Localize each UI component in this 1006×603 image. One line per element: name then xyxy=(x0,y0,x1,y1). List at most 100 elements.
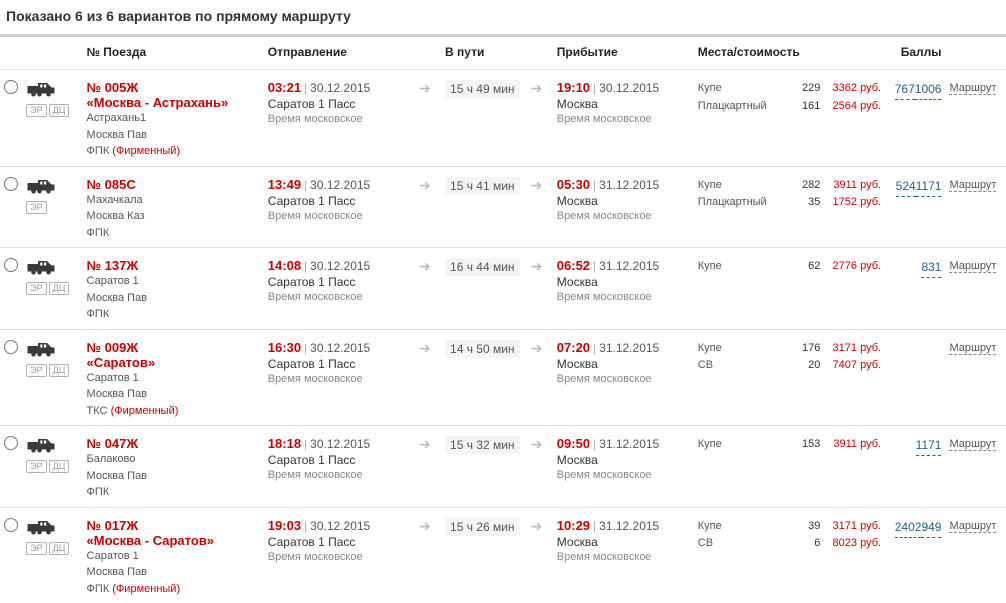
timezone-label: Время московское xyxy=(557,469,690,481)
carrier: ФПК xyxy=(87,484,260,501)
arrival-date: 31.12.2015 xyxy=(599,178,659,192)
bonus-points[interactable]: 2402 xyxy=(895,518,922,538)
route-link[interactable]: Маршрут xyxy=(949,342,996,355)
route-to: Москва Пав xyxy=(87,290,260,307)
route-link[interactable]: Маршрут xyxy=(949,520,996,533)
seat-count: 176 xyxy=(788,340,820,358)
timezone-label: Время московское xyxy=(268,113,411,125)
bonus-points[interactable]: 524 xyxy=(896,177,916,197)
train-row: ЭР ДЦ № 005Ж «Москва - Астрахань» Астрах… xyxy=(0,70,1006,167)
duration: 15 ч 41 мин xyxy=(445,177,520,195)
route-to: Москва Каз xyxy=(87,208,260,225)
train-icon xyxy=(26,340,78,361)
select-train-radio[interactable] xyxy=(4,258,18,272)
arrival-date: 31.12.2015 xyxy=(599,519,659,533)
timezone-label: Время московское xyxy=(268,551,411,563)
train-number[interactable]: № 005Ж xyxy=(87,80,260,95)
arrival-station: Москва xyxy=(557,275,690,289)
departure-time: 14:08 xyxy=(268,258,301,273)
departure-date: 30.12.2015 xyxy=(310,341,370,355)
bonus-points[interactable]: 1171 xyxy=(916,436,942,456)
departure-time: 18:18 xyxy=(268,436,301,451)
seat-count: 161 xyxy=(788,98,820,116)
departure-station: Саратов 1 Пасс xyxy=(268,453,411,467)
arrow-icon: ➔ xyxy=(531,340,543,356)
header-points: Баллы xyxy=(885,37,945,70)
seat-type: Купе xyxy=(698,80,788,98)
train-name: «Саратов» xyxy=(87,355,260,370)
bonus-points[interactable]: 1171 xyxy=(916,177,942,197)
seat-price: 8023 руб. xyxy=(821,535,881,553)
arrow-icon: ➔ xyxy=(419,436,431,452)
departure-date: 30.12.2015 xyxy=(310,437,370,451)
carrier: ФПК (Фирменный) xyxy=(87,143,260,160)
select-train-radio[interactable] xyxy=(4,518,18,532)
departure-date: 30.12.2015 xyxy=(310,178,370,192)
bonus-points[interactable]: 1006 xyxy=(915,80,942,100)
arrow-icon: ➔ xyxy=(419,340,431,356)
seat-price: 3171 руб. xyxy=(821,518,881,536)
train-row: ЭР № 085С Махачкала Москва Каз ФПК 13:49… xyxy=(0,166,1006,248)
seat-price: 3911 руб. xyxy=(821,177,881,195)
seat-count: 153 xyxy=(788,436,820,454)
train-icon xyxy=(26,518,78,539)
train-row: ЭР ДЦ № 017Ж «Москва - Саратов» Саратов … xyxy=(0,507,1006,603)
seat-row: Плацкартный 161 2564 руб. xyxy=(698,98,881,116)
header-duration: В пути xyxy=(441,37,527,70)
duration: 14 ч 50 мин xyxy=(445,340,520,358)
carrier: ФПК (Фирменный) xyxy=(87,581,260,598)
bonus-points[interactable]: 767 xyxy=(895,80,915,100)
arrival-date: 31.12.2015 xyxy=(599,259,659,273)
badge-dc: ДЦ xyxy=(49,542,70,555)
carrier: ТКС (Фирменный) xyxy=(87,403,260,420)
route-link[interactable]: Маршрут xyxy=(949,82,996,95)
train-name: «Москва - Саратов» xyxy=(87,533,260,548)
train-number[interactable]: № 085С xyxy=(87,177,260,192)
header-row: № Поезда Отправление В пути Прибытие Мес… xyxy=(0,37,1006,70)
train-number[interactable]: № 017Ж xyxy=(87,518,260,533)
train-number[interactable]: № 047Ж xyxy=(87,436,260,451)
arrival-time: 05:30 xyxy=(557,177,590,192)
train-number[interactable]: № 137Ж xyxy=(87,258,260,273)
departure-station: Саратов 1 Пасс xyxy=(268,535,411,549)
timezone-label: Время московское xyxy=(557,210,690,222)
departure-time: 19:03 xyxy=(268,518,301,533)
train-number[interactable]: № 009Ж xyxy=(87,340,260,355)
seat-type: СВ xyxy=(698,535,788,553)
timezone-label: Время московское xyxy=(268,291,411,303)
timezone-label: Время московское xyxy=(268,210,411,222)
badge-dc: ДЦ xyxy=(49,282,70,295)
seat-row: Купе 62 2776 руб. xyxy=(698,258,881,276)
route-link[interactable]: Маршрут xyxy=(949,179,996,192)
arrival-station: Москва xyxy=(557,535,690,549)
badge-er: ЭР xyxy=(26,201,46,214)
badge-dc: ДЦ xyxy=(49,104,70,117)
arrival-time: 07:20 xyxy=(557,340,590,355)
seat-count: 20 xyxy=(788,357,820,375)
arrow-icon: ➔ xyxy=(531,518,543,534)
bonus-points[interactable]: 831 xyxy=(921,258,941,278)
timezone-label: Время московское xyxy=(557,373,690,385)
seat-type: Купе xyxy=(698,258,788,276)
select-train-radio[interactable] xyxy=(4,340,18,354)
bonus-points[interactable]: 949 xyxy=(921,518,941,538)
route-link[interactable]: Маршрут xyxy=(949,438,996,451)
arrival-time: 10:29 xyxy=(557,518,590,533)
select-train-radio[interactable] xyxy=(4,436,18,450)
select-train-radio[interactable] xyxy=(4,80,18,94)
timezone-label: Время московское xyxy=(268,373,411,385)
header-departure: Отправление xyxy=(264,37,415,70)
seat-row: Купе 39 3171 руб. xyxy=(698,518,881,536)
route-from: Астрахань1 xyxy=(87,110,260,127)
select-train-radio[interactable] xyxy=(4,177,18,191)
departure-date: 30.12.2015 xyxy=(310,81,370,95)
train-name: «Москва - Астрахань» xyxy=(87,95,260,110)
route-from: Махачкала xyxy=(87,192,260,209)
route-link[interactable]: Маршрут xyxy=(949,260,996,273)
route-from: Саратов 1 xyxy=(87,370,260,387)
firm-badge: (Фирменный) xyxy=(111,405,179,417)
firm-badge: (Фирменный) xyxy=(112,583,180,595)
duration: 16 ч 44 мин xyxy=(445,258,520,276)
badge-dc: ДЦ xyxy=(49,364,70,377)
results-table: № Поезда Отправление В пути Прибытие Мес… xyxy=(0,37,1006,603)
